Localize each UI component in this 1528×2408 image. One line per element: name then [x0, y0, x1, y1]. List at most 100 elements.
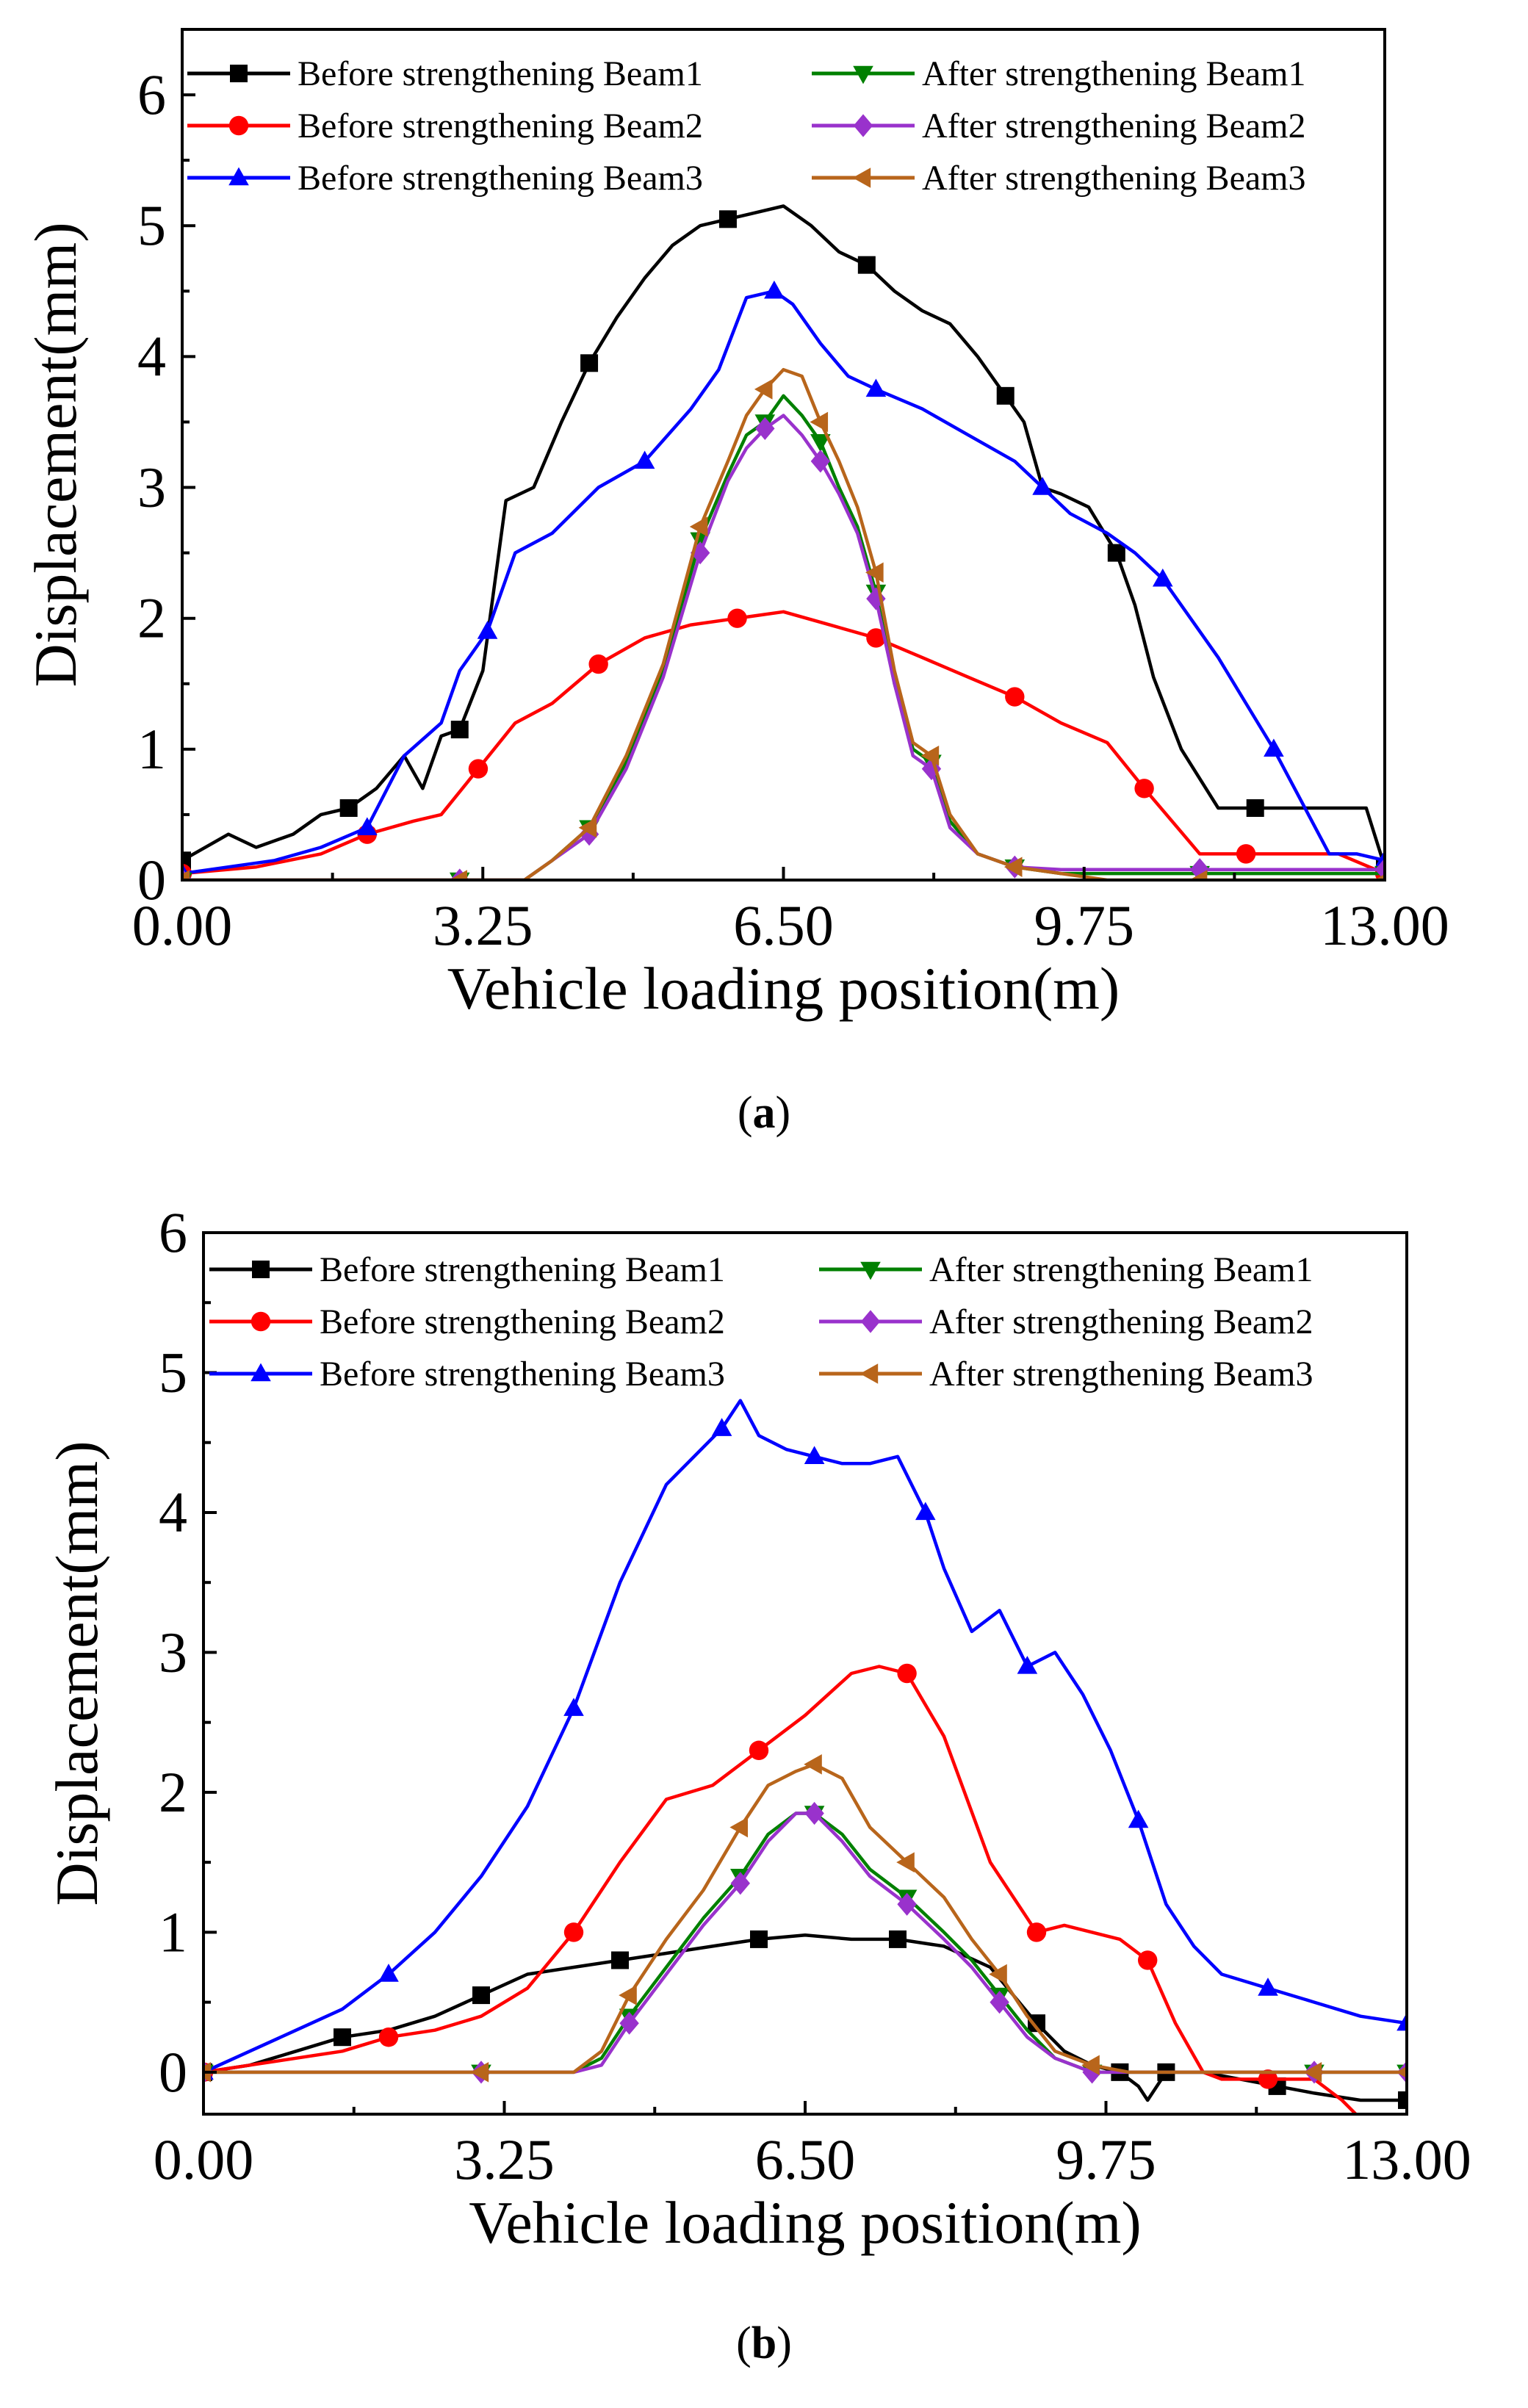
data-point-marker — [472, 1986, 490, 2005]
y-tick-label: 5 — [159, 1340, 187, 1404]
data-point-marker — [339, 799, 358, 818]
y-tick-label: 4 — [137, 324, 166, 388]
data-point-marker — [750, 1930, 768, 1948]
data-point-marker — [619, 2011, 639, 2035]
data-point-marker — [810, 433, 831, 453]
x-axis-title: Vehicle loading position(m) — [447, 955, 1120, 1022]
legend-item: Before strengthening Beam2 — [187, 107, 703, 145]
panel-label: (a) — [738, 1088, 790, 1138]
data-point-marker — [1134, 779, 1154, 799]
data-point-marker — [754, 379, 773, 400]
y-tick-label: 6 — [159, 1200, 187, 1264]
y-tick-label: 4 — [159, 1480, 187, 1544]
y-tick-label: 0 — [137, 848, 166, 912]
plot-area — [203, 1399, 1407, 2114]
y-tick-label: 1 — [159, 1900, 187, 1964]
data-point-marker — [915, 1502, 936, 1521]
data-point-marker — [889, 1930, 907, 1948]
x-tick-label: 0.00 — [154, 2127, 254, 2191]
data-point-marker — [749, 1740, 769, 1760]
data-point-marker — [1258, 2069, 1278, 2089]
legend-label: After strengthening Beam3 — [929, 1355, 1313, 1394]
series-line-5 — [182, 414, 1385, 880]
data-point-marker — [1189, 870, 1208, 880]
legend-marker — [228, 167, 249, 186]
data-point-marker — [378, 1964, 399, 1982]
legend-label: After strengthening Beam1 — [929, 1250, 1313, 1289]
legend-item: Before strengthening Beam3 — [209, 1355, 725, 1394]
x-tick-label: 0.00 — [132, 893, 233, 957]
data-point-marker — [989, 1964, 1007, 1985]
data-point-marker — [857, 256, 876, 274]
data-point-marker — [1264, 738, 1284, 757]
data-point-marker — [690, 541, 710, 565]
panel-a: 0.00 3.25 6.50 9.75 13.00 0 1 2 3 4 5 6 Vehicle load… — [22, 28, 1449, 1138]
data-point-marker — [563, 1698, 584, 1716]
series-line-6 — [182, 367, 1385, 880]
data-point-marker — [865, 562, 884, 583]
series-line-2 — [182, 610, 1385, 876]
series-line-2 — [203, 1665, 1358, 2114]
data-point-marker — [810, 411, 829, 433]
data-point-marker — [334, 2028, 351, 2047]
series-line-1 — [203, 1933, 1407, 2102]
data-point-marker — [1152, 568, 1173, 587]
legend-label: Before strengthening Beam2 — [320, 1302, 725, 1341]
data-point-marker — [588, 654, 608, 674]
legend: Before strengthening Beam1 Before strengt… — [187, 54, 1306, 198]
data-point-marker — [1026, 1922, 1047, 1942]
data-point-marker — [357, 817, 378, 835]
data-point-marker — [727, 608, 747, 628]
panel-b: 0.00 3.25 6.50 9.75 13.00 0 1 2 3 4 5 6 Vehicle load… — [43, 1200, 1471, 2368]
x-tick-label: 6.50 — [755, 2127, 856, 2191]
legend: Before strengthening Beam1 Before strengt… — [209, 1250, 1313, 1394]
data-point-marker — [711, 1418, 732, 1436]
data-point-marker — [1374, 858, 1385, 880]
data-point-marker — [619, 1985, 637, 2005]
legend-marker — [860, 1310, 881, 1333]
legend-item: After strengthening Beam2 — [812, 107, 1306, 145]
x-axis-title: Vehicle loading position(m) — [469, 2189, 1142, 2256]
legend-marker — [860, 1363, 879, 1384]
data-point-marker — [920, 745, 940, 766]
legend-label: Before strengthening Beam1 — [320, 1250, 725, 1289]
x-tick-label: 13.00 — [1342, 2127, 1471, 2191]
series-line-3 — [203, 1399, 1407, 2074]
data-point-marker — [729, 1817, 748, 1838]
legend-marker — [853, 65, 873, 84]
data-point-marker — [378, 2027, 399, 2047]
axis-frame — [181, 28, 1386, 882]
data-point-marker — [1005, 687, 1025, 707]
data-point-marker — [578, 817, 597, 838]
legend-marker — [853, 114, 873, 137]
legend-label: After strengthening Beam2 — [922, 107, 1306, 145]
legend-label: After strengthening Beam2 — [929, 1302, 1313, 1341]
data-point-marker — [1017, 1656, 1038, 1674]
y-tick-label: 3 — [159, 1620, 187, 1684]
y-axis-title: Displacement(mm) — [22, 222, 89, 687]
x-tick-label: 3.25 — [433, 893, 533, 957]
data-point-marker — [897, 1892, 917, 1916]
data-point-marker — [755, 417, 775, 440]
data-point-marker — [1246, 799, 1264, 818]
x-tick-label: 3.25 — [454, 2127, 555, 2191]
data-point-marker — [1258, 1978, 1278, 1996]
legend-label: After strengthening Beam1 — [922, 54, 1306, 93]
data-point-marker — [990, 1991, 1009, 2014]
data-point-marker — [1138, 1950, 1158, 1970]
legend-label: Before strengthening Beam3 — [320, 1355, 725, 1394]
data-point-marker — [730, 1872, 750, 1895]
y-tick-label: 1 — [137, 717, 166, 781]
y-tick-label: 3 — [137, 455, 166, 519]
y-tick-label: 6 — [137, 62, 166, 126]
panel-label: (b) — [736, 2318, 792, 2368]
data-point-marker — [580, 354, 599, 372]
data-point-marker — [563, 1922, 584, 1942]
data-point-marker — [182, 870, 190, 880]
data-point-marker — [477, 621, 498, 639]
data-point-marker — [865, 378, 887, 397]
y-tick-label: 0 — [159, 2040, 187, 2104]
data-point-marker — [996, 386, 1015, 405]
legend-label: Before strengthening Beam1 — [298, 54, 703, 93]
legend-marker — [251, 1311, 271, 1332]
